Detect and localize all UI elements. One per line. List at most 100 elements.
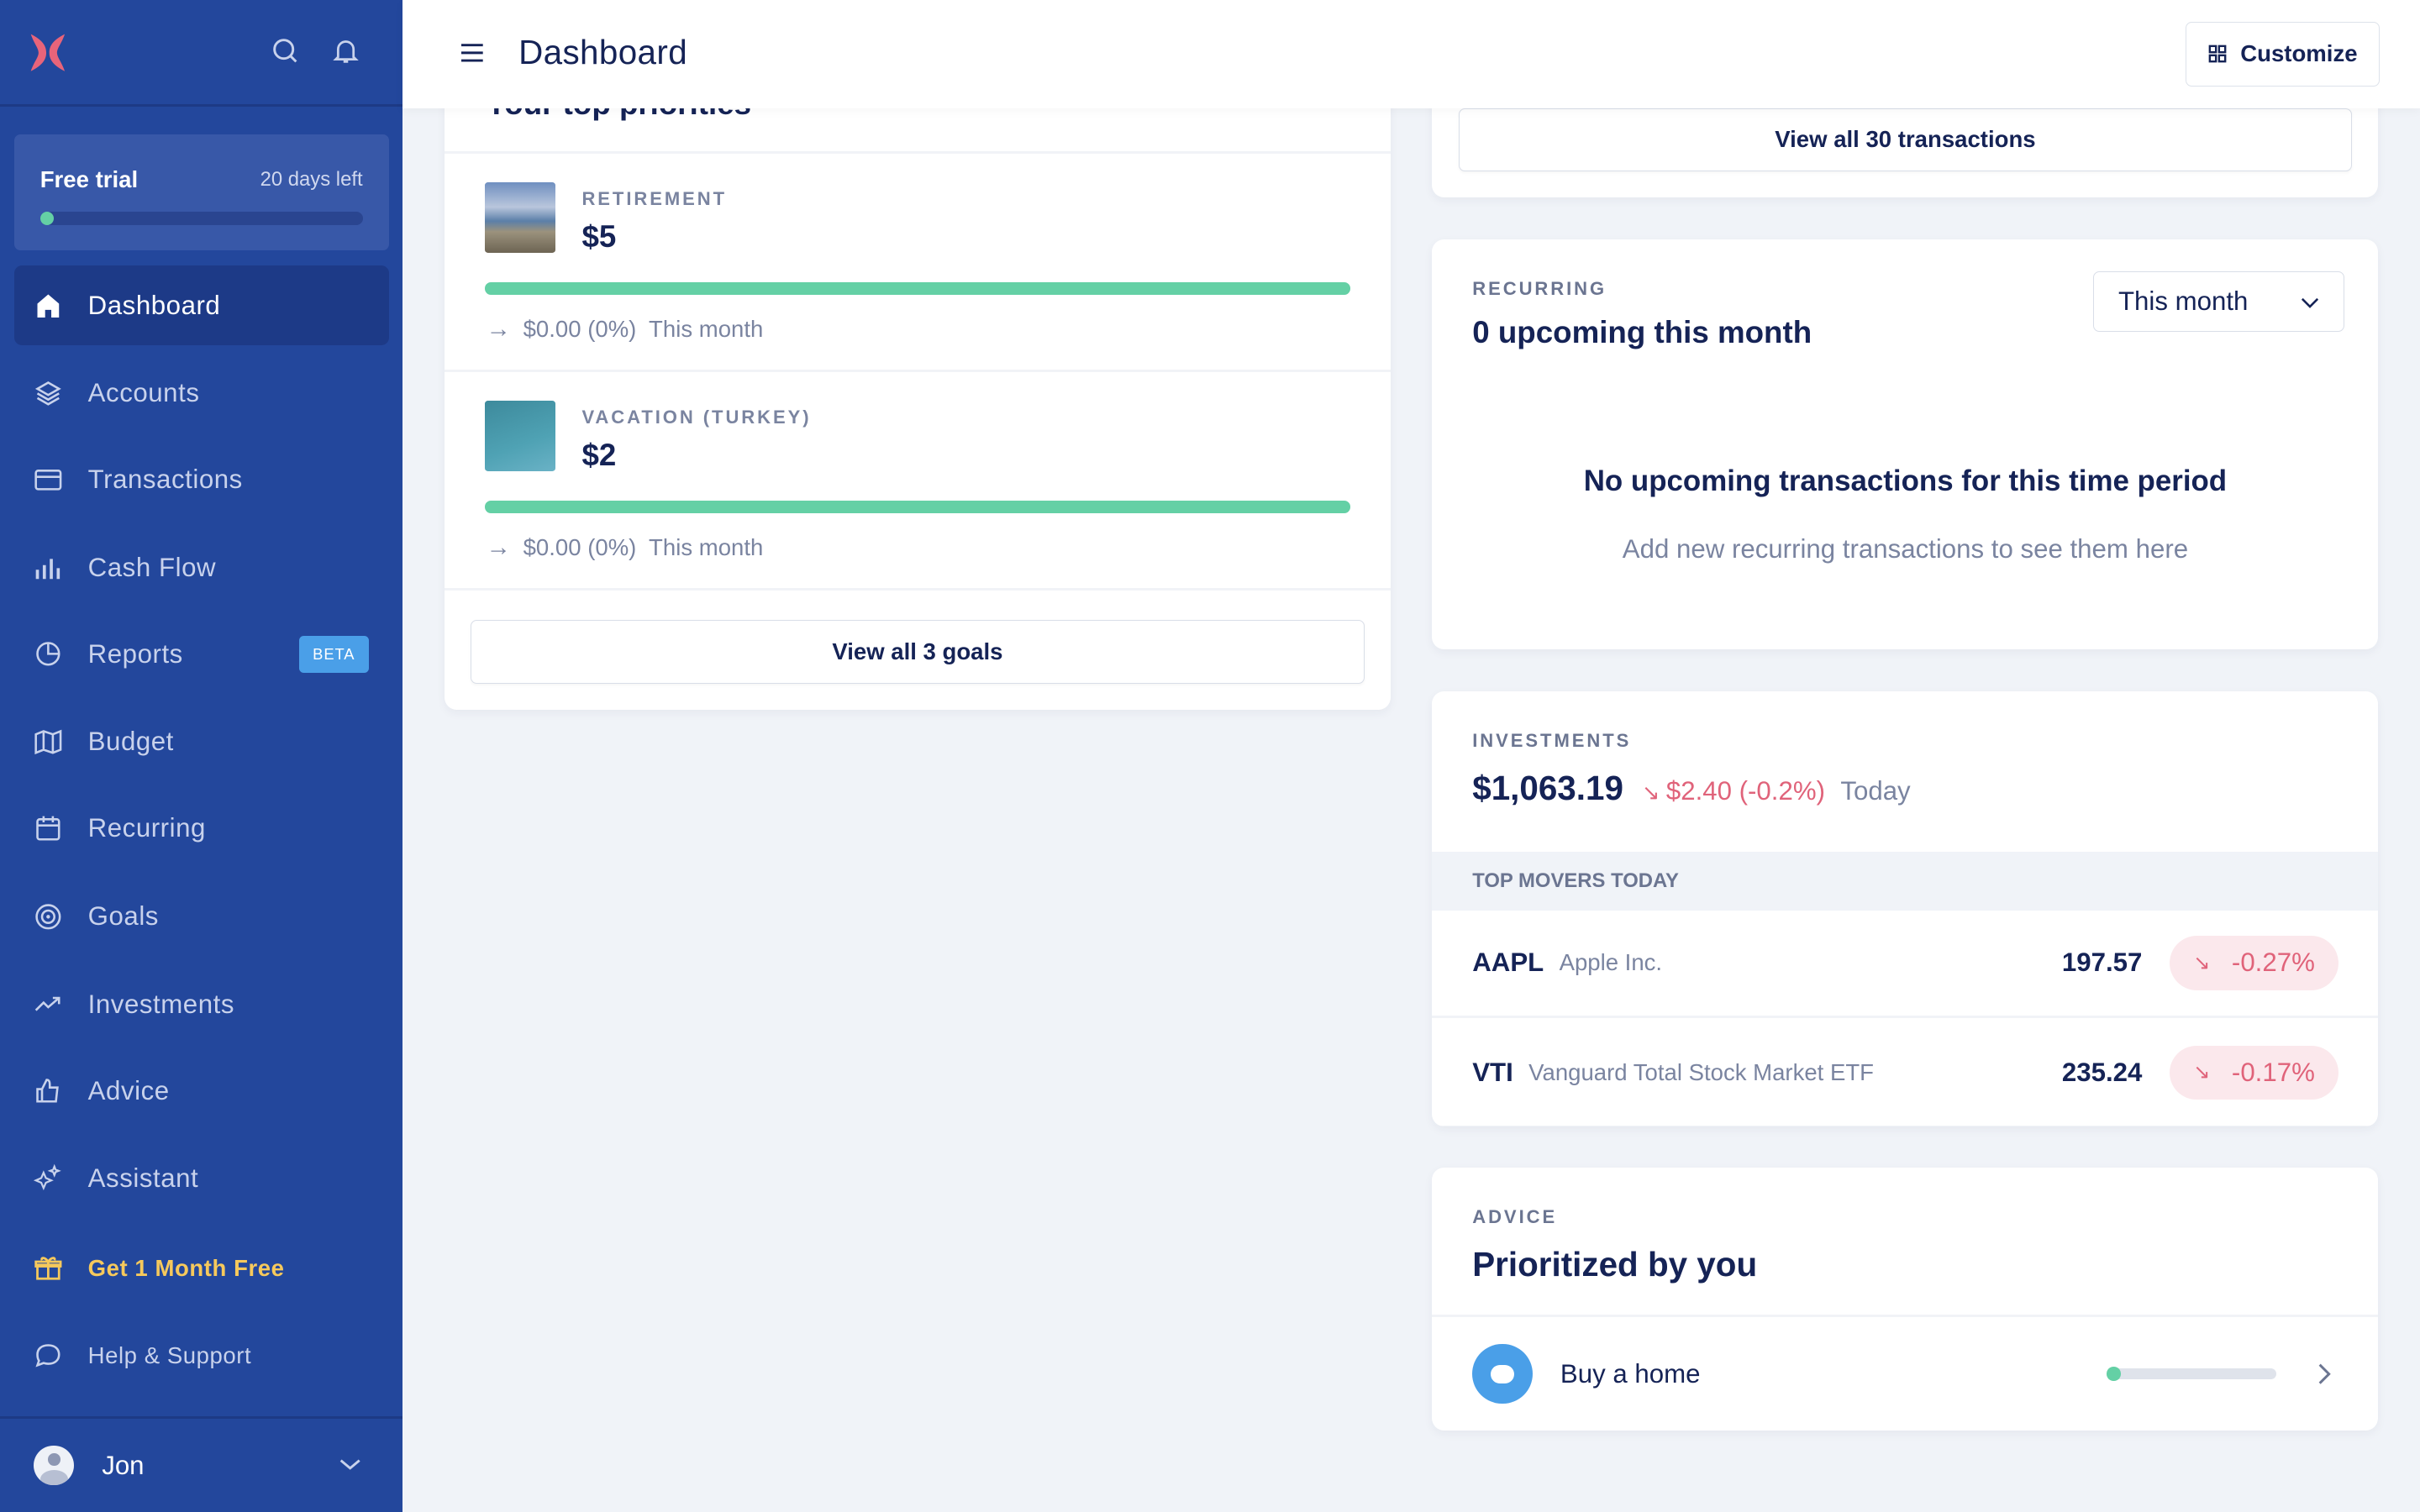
sidebar-item-reports[interactable]: Reports BETA — [14, 614, 389, 695]
recurring-title: 0 upcoming this month — [1472, 314, 1812, 349]
advice-eyebrow: ADVICE — [1472, 1206, 1558, 1228]
goal-amount: $5 — [581, 218, 617, 254]
mover-price: 235.24 — [2061, 1057, 2143, 1087]
mover-change: -0.27% — [2231, 948, 2315, 978]
sidebar-item-dashboard[interactable]: Dashboard — [13, 265, 389, 346]
chat-icon — [33, 1341, 64, 1372]
beta-badge: BETA — [298, 635, 369, 673]
sidebar-item-label: Get 1 Month Free — [87, 1254, 285, 1281]
mover-change-badge: ↘ -0.17% — [2170, 1045, 2338, 1100]
sidebar-item-assistant[interactable]: Assistant — [14, 1139, 389, 1220]
sidebar-item-help-support[interactable]: Help & Support — [14, 1316, 389, 1397]
sidebar-item-goals[interactable]: Goals — [14, 876, 389, 957]
sidebar-item-label: Accounts — [87, 378, 200, 408]
user-menu[interactable]: Jon — [0, 1416, 403, 1512]
view-all-goals-button[interactable]: View all 3 goals — [471, 620, 1365, 684]
sidebar-item-advice[interactable]: Advice — [14, 1051, 389, 1131]
goal-period: This month — [649, 533, 764, 560]
advice-card: ADVICE Prioritized by you Buy a home — [1432, 1168, 2379, 1431]
credit-card-icon — [33, 465, 64, 496]
goal-category: RETIREMENT — [581, 188, 728, 210]
sparkles-icon — [33, 1163, 64, 1194]
trial-label: Free trial — [39, 166, 139, 193]
customize-label: Customize — [2240, 40, 2358, 67]
period-select-value: This month — [2118, 286, 2249, 317]
arrow-down-right-icon: ↘ — [2193, 951, 2211, 974]
chevron-down-icon — [2301, 297, 2318, 308]
mover-change: -0.17% — [2231, 1057, 2315, 1087]
investments-value: $1,063.19 — [1472, 768, 1623, 807]
target-icon — [33, 901, 64, 932]
mover-price: 197.57 — [2061, 948, 2143, 978]
advice-item-buy-a-home[interactable]: Buy a home — [1432, 1318, 2378, 1431]
investments-change: $2.40 (-0.2%) — [1665, 775, 1825, 806]
trial-progress-bar — [39, 211, 363, 226]
sidebar-item-accounts[interactable]: Accounts — [14, 354, 389, 434]
advice-progress-bar — [2107, 1367, 2277, 1381]
chevron-down-icon[interactable] — [338, 1457, 362, 1473]
sidebar-item-label: Assistant — [87, 1163, 199, 1194]
mover-name: Apple Inc. — [1559, 949, 1663, 976]
sidebar-item-label: Investments — [87, 989, 235, 1019]
gift-icon — [33, 1252, 64, 1284]
hamburger-menu-icon[interactable] — [461, 42, 483, 64]
sidebar-item-transactions[interactable]: Transactions — [14, 439, 389, 520]
map-icon — [33, 727, 64, 758]
period-select[interactable]: This month — [2092, 271, 2344, 332]
sidebar-item-label: Advice — [87, 1075, 170, 1105]
piggy-bank-icon — [1472, 1343, 1533, 1404]
top-movers-header: TOP MOVERS TODAY — [1432, 851, 2379, 911]
investments-eyebrow: INVESTMENTS — [1472, 729, 1632, 751]
user-name: Jon — [102, 1450, 145, 1480]
free-trial-card[interactable]: Free trial 20 days left — [13, 134, 389, 250]
bell-icon[interactable] — [332, 37, 360, 65]
recurring-empty-subtitle: Add new recurring transactions to see th… — [1622, 533, 2189, 564]
goal-amount: $2 — [581, 437, 617, 472]
sidebar-item-cash-flow[interactable]: Cash Flow — [14, 528, 389, 608]
goal-change: $0.00 (0%) — [523, 533, 637, 560]
recurring-empty-title: No upcoming transactions for this time p… — [1583, 464, 2228, 497]
top-movers-title: TOP MOVERS TODAY — [1472, 869, 1679, 892]
sidebar-item-recurring[interactable]: Recurring — [14, 789, 389, 869]
grid-icon — [2208, 45, 2227, 63]
sidebar-item-budget[interactable]: Budget — [14, 702, 389, 783]
mover-ticker: VTI — [1472, 1057, 1513, 1087]
sidebar-item-investments[interactable]: Investments — [14, 964, 389, 1045]
sidebar-item-get-1-month-free[interactable]: Get 1 Month Free — [14, 1228, 389, 1309]
investments-period: Today — [1840, 775, 1911, 806]
sidebar-item-label: Goals — [87, 901, 159, 931]
advice-title: Prioritized by you — [1472, 1245, 1758, 1284]
goal-progress-bar — [484, 500, 1351, 513]
calendar-icon — [33, 813, 64, 844]
sidebar-item-label: Recurring — [87, 813, 206, 843]
goal-item[interactable]: RETIREMENT $5 → $0.00 (0%) This month — [444, 155, 1391, 372]
view-all-transactions-label: View all 30 transactions — [1775, 126, 2036, 153]
recurring-eyebrow: RECURRING — [1472, 277, 1607, 299]
logo-icon[interactable] — [28, 31, 68, 74]
trending-up-icon — [33, 989, 64, 1020]
mover-ticker: AAPL — [1472, 948, 1544, 978]
sidebar-item-label: Budget — [87, 727, 174, 757]
goal-change: $0.00 (0%) — [523, 315, 637, 342]
sidebar: Free trial 20 days left Dashboard Accoun… — [0, 0, 403, 1512]
mover-row[interactable]: AAPL Apple Inc. 197.57 ↘ -0.27% — [1432, 911, 2379, 1019]
arrow-down-right-icon: ↘ — [2193, 1061, 2211, 1084]
goal-category: VACATION (TURKEY) — [581, 406, 812, 428]
view-all-transactions-button[interactable]: View all 30 transactions — [1458, 108, 2353, 171]
customize-button[interactable]: Customize — [2186, 21, 2381, 87]
sidebar-item-label: Dashboard — [87, 290, 221, 320]
goal-progress-bar — [484, 282, 1351, 295]
mover-row[interactable]: VTI Vanguard Total Stock Market ETF 235.… — [1432, 1020, 2379, 1126]
search-icon[interactable] — [271, 37, 299, 65]
page-title: Dashboard — [518, 32, 688, 71]
arrow-right-icon: → — [486, 533, 511, 561]
avatar — [34, 1445, 75, 1486]
view-all-goals-label: View all 3 goals — [832, 638, 1003, 664]
home-icon — [33, 290, 64, 321]
goals-card: Your top priorities RETIREMENT $5 →$0.00… — [444, 46, 1391, 710]
arrow-right-icon: → — [486, 314, 511, 343]
mover-name: Vanguard Total Stock Market ETF — [1528, 1058, 1875, 1085]
trial-days-left: 20 days left — [260, 168, 363, 192]
sidebar-item-label: Help & Support — [87, 1342, 252, 1369]
goal-item[interactable]: VACATION (TURKEY) $2 → $0.00 (0%) This mon… — [444, 373, 1391, 591]
